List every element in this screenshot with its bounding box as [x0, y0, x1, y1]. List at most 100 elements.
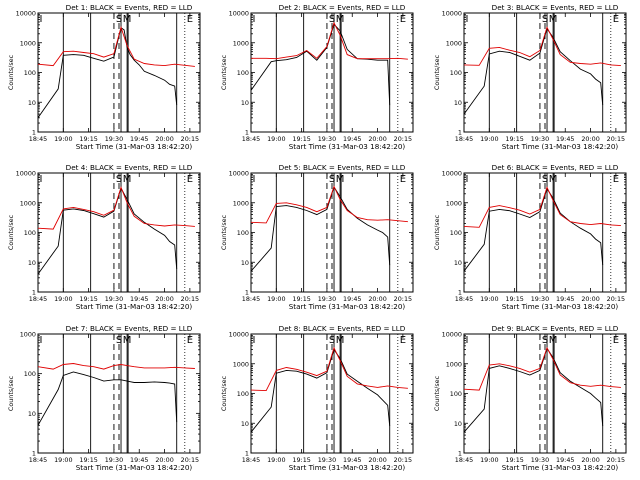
y-axis-label: Counts/sec [433, 54, 441, 90]
interval-marker-M: M [123, 174, 132, 185]
x-tick-label: 19:45 [556, 456, 574, 464]
series-line-lld [250, 346, 408, 392]
chart-title: Det 9: BLACK = Events, RED = LLD [492, 324, 619, 333]
interval-marker-E: E [613, 174, 619, 185]
x-tick-label: 19:30 [531, 456, 549, 464]
x-tick-label: 19:00 [54, 456, 72, 464]
interval-marker-S: S [116, 14, 122, 25]
interval-marker-E: E [187, 335, 193, 346]
x-tick-label: 18:45 [242, 456, 260, 464]
x-tick-label: 20:15 [607, 456, 625, 464]
series-line-events [463, 187, 604, 272]
y-tick-label: 1000 [233, 39, 249, 47]
chart-title: Det 3: BLACK = Events, RED = LLD [492, 3, 619, 12]
x-axis-label: Start Time (31-Mar-03 18:42:20) [76, 302, 193, 311]
y-tick-label: 100 [237, 229, 249, 237]
chart-panel-3: Det 3: BLACK = Events, RED = LLD 1 10 100 10… [433, 3, 627, 151]
x-axis-label: Start Time (31-Mar-03 18:42:20) [289, 302, 406, 311]
y-tick-label: 100 [450, 390, 462, 398]
x-axis-label: Start Time (31-Mar-03 18:42:20) [502, 302, 619, 311]
y-tick-label: 1 [32, 289, 36, 297]
x-tick-label: 20:00 [581, 295, 599, 303]
interval-marker-E: E [187, 174, 193, 185]
y-axis-label: Counts/sec [220, 214, 228, 250]
chart-panel-7: Det 7: BLACK = Events, RED = LLD 1 10 100 10… [7, 324, 201, 472]
x-tick-label: 19:45 [343, 456, 361, 464]
y-tick-label: 1000 [446, 360, 462, 368]
x-tick-label: 19:15 [79, 295, 97, 303]
interval-marker-E: E [187, 14, 193, 25]
interval-marker-S: S [542, 174, 548, 185]
x-tick-label: 20:00 [581, 456, 599, 464]
y-tick-label: 10 [454, 420, 462, 428]
interval-marker-S: S [329, 14, 335, 25]
x-axis-label: Start Time (31-Mar-03 18:42:20) [502, 142, 619, 151]
series-line-lld [463, 186, 621, 228]
y-tick-label: 10000 [442, 10, 462, 18]
y-tick-label: 100 [450, 229, 462, 237]
y-tick-label: 1 [245, 129, 249, 137]
x-tick-label: 19:45 [343, 295, 361, 303]
x-tick-label: 19:30 [105, 135, 123, 143]
y-tick-label: 10000 [442, 170, 462, 178]
interval-marker-M: M [549, 174, 558, 185]
interval-marker-M: M [336, 335, 345, 346]
chart-title: Det 6: BLACK = Events, RED = LLD [492, 163, 619, 172]
x-tick-label: 19:45 [556, 135, 574, 143]
chart-title: Det 7: BLACK = Events, RED = LLD [66, 324, 193, 333]
y-axis-label: Counts/sec [433, 375, 441, 411]
y-tick-label: 100 [24, 69, 36, 77]
y-tick-label: 10000 [16, 170, 36, 178]
y-tick-label: 1000 [233, 199, 249, 207]
y-axis-label: Counts/sec [7, 214, 15, 250]
interval-marker-M: M [549, 14, 558, 25]
interval-marker-M: M [549, 335, 558, 346]
chart-title: Det 5: BLACK = Events, RED = LLD [279, 163, 406, 172]
y-tick-label: 10000 [229, 170, 249, 178]
x-tick-label: 19:00 [54, 135, 72, 143]
interval-marker-I: I [253, 174, 256, 185]
series-line-lld [37, 363, 195, 370]
series-line-events [250, 348, 391, 433]
y-tick-label: 1000 [20, 39, 36, 47]
y-tick-label: 1 [458, 450, 462, 458]
y-tick-label: 10 [28, 99, 36, 107]
interval-marker-S: S [116, 335, 122, 346]
x-tick-label: 19:15 [292, 456, 310, 464]
interval-marker-I: I [40, 14, 43, 25]
x-tick-label: 19:00 [267, 456, 285, 464]
y-tick-label: 1 [245, 289, 249, 297]
y-tick-label: 1000 [233, 360, 249, 368]
x-tick-label: 19:00 [267, 135, 285, 143]
series-line-lld [250, 185, 408, 224]
chart-title: Det 2: BLACK = Events, RED = LLD [279, 3, 406, 12]
interval-marker-E: E [613, 335, 619, 346]
interval-marker-S: S [329, 335, 335, 346]
y-tick-label: 10000 [442, 331, 462, 339]
x-tick-label: 20:00 [368, 456, 386, 464]
x-tick-label: 20:00 [155, 135, 173, 143]
interval-marker-I: I [253, 335, 256, 346]
x-axis-label: Start Time (31-Mar-03 18:42:20) [76, 142, 193, 151]
interval-marker-I: I [253, 14, 256, 25]
y-tick-label: 10000 [229, 10, 249, 18]
series-line-events [37, 186, 178, 275]
y-tick-label: 100 [24, 370, 36, 378]
interval-marker-I: I [40, 174, 43, 185]
y-tick-label: 10000 [229, 331, 249, 339]
chart-panel-9: Det 9: BLACK = Events, RED = LLD 1 10 100 10… [433, 324, 627, 472]
series-line-lld [463, 26, 621, 67]
series-line-events [250, 185, 391, 272]
x-axis-label: Start Time (31-Mar-03 18:42:20) [76, 463, 193, 472]
y-tick-label: 10 [28, 410, 36, 418]
series-line-events [37, 26, 178, 119]
y-tick-label: 10 [28, 259, 36, 267]
x-tick-label: 20:15 [607, 295, 625, 303]
y-tick-label: 1 [32, 450, 36, 458]
x-tick-label: 19:15 [79, 135, 97, 143]
chart-title: Det 1: BLACK = Events, RED = LLD [66, 3, 193, 12]
interval-marker-E: E [613, 14, 619, 25]
x-tick-label: 20:15 [181, 295, 199, 303]
chart-panel-6: Det 6: BLACK = Events, RED = LLD 1 10 100 10… [433, 163, 627, 311]
